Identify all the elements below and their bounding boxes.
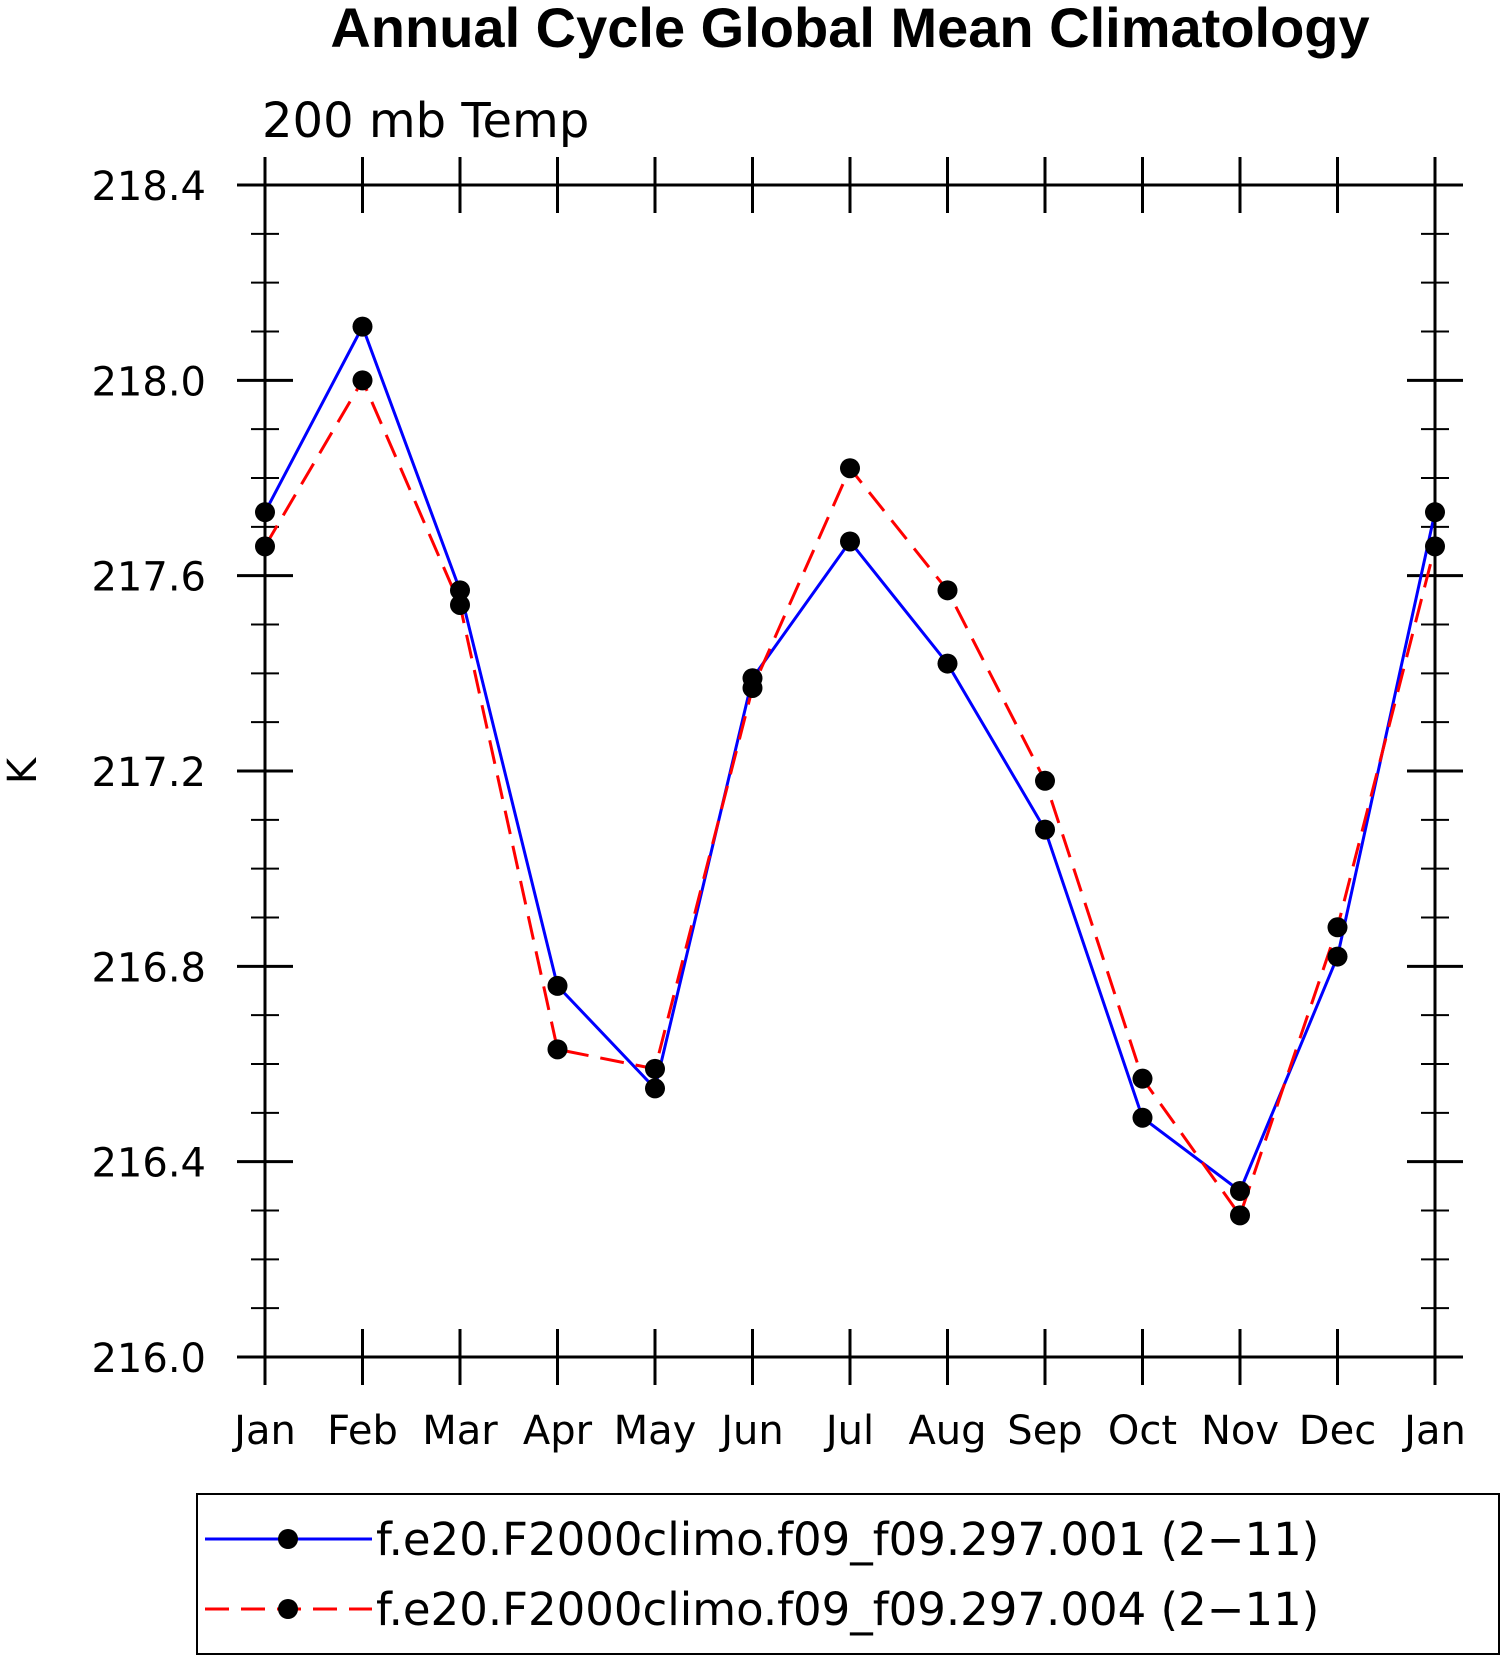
series-markers-2 [255, 370, 1445, 1226]
legend-label: f.e20.F2000climo.f09_f09.297.001 (2−11) [376, 1513, 1319, 1566]
x-tick-label: Apr [523, 1408, 593, 1454]
x-tick-label: Jan [1401, 1408, 1466, 1454]
x-tick-label: Feb [327, 1408, 398, 1454]
y-axis-label: K [0, 756, 46, 784]
data-point [645, 1058, 665, 1079]
data-point [1327, 946, 1348, 967]
data-point [352, 370, 373, 391]
legend-entry-2: f.e20.F2000climo.f09_f09.297.004 (2−11) [205, 1583, 1319, 1636]
x-tick-label: Sep [1007, 1408, 1082, 1454]
y-tick-label: 217.2 [91, 750, 206, 796]
series-line-2 [263, 377, 1437, 1219]
y-tick-label: 218.0 [91, 359, 206, 405]
chart-subtitle: 200 mb Temp [262, 93, 589, 149]
series-2 [263, 377, 1437, 1219]
data-point [1035, 819, 1055, 840]
x-tick-label: Mar [422, 1408, 498, 1454]
y-tick-label: 216.0 [91, 1336, 206, 1382]
x-tick-label: Jan [231, 1408, 296, 1454]
data-point [840, 531, 860, 552]
data-point [352, 316, 373, 337]
data-point [937, 580, 958, 601]
x-tick-label: May [614, 1408, 697, 1454]
data-point [450, 594, 470, 615]
legend: f.e20.F2000climo.f09_f09.297.001 (2−11) f… [196, 1493, 1500, 1655]
y-tick-label: 216.8 [91, 945, 206, 991]
chart-title: Annual Cycle Global Mean Climatology [330, 0, 1369, 59]
series-markers-1 [255, 316, 1445, 1201]
x-tick-label: Nov [1201, 1408, 1279, 1454]
axis-ticks [237, 157, 1463, 1385]
y-tick-label: 218.4 [91, 164, 206, 210]
data-point [645, 1078, 665, 1099]
y-tick-label: 217.6 [91, 555, 206, 601]
data-point [1132, 1068, 1153, 1089]
x-tick-label: Dec [1299, 1408, 1376, 1454]
data-point [1132, 1107, 1153, 1128]
y-tick-labels: 216.0 216.4 216.8 217.2 217.6 218.0 218.4 [91, 164, 206, 1382]
x-tick-label: Oct [1108, 1408, 1177, 1454]
data-point [742, 677, 763, 698]
series-line-1 [263, 322, 1437, 1194]
legend-label: f.e20.F2000climo.f09_f09.297.004 (2−11) [376, 1583, 1319, 1636]
data-point [1327, 917, 1348, 938]
y-tick-label: 216.4 [91, 1141, 206, 1187]
data-point [547, 1039, 568, 1060]
x-tick-label: Aug [908, 1408, 986, 1454]
data-point [937, 653, 958, 674]
legend-entry-1: f.e20.F2000climo.f09_f09.297.001 (2−11) [205, 1513, 1319, 1566]
data-point [1230, 1180, 1250, 1201]
data-point [450, 580, 470, 601]
x-tick-label: Jul [823, 1408, 874, 1454]
x-tick-label: Jun [718, 1408, 784, 1454]
legend-marker [278, 1529, 298, 1549]
plot-frame [263, 183, 1437, 1359]
legend-marker [278, 1599, 298, 1619]
data-point [840, 458, 860, 479]
legend-entries: f.e20.F2000climo.f09_f09.297.001 (2−11) f… [205, 1513, 1319, 1636]
data-point [547, 975, 568, 996]
data-point [1230, 1205, 1250, 1226]
legend-box [196, 1493, 1500, 1655]
series-layer [255, 316, 1445, 1226]
x-tick-labels: Jan Feb Mar Apr May Jun Jul Aug Sep Oct Nov Dec Jan [231, 1408, 1466, 1454]
data-point [1035, 770, 1055, 791]
series-1 [263, 322, 1437, 1194]
